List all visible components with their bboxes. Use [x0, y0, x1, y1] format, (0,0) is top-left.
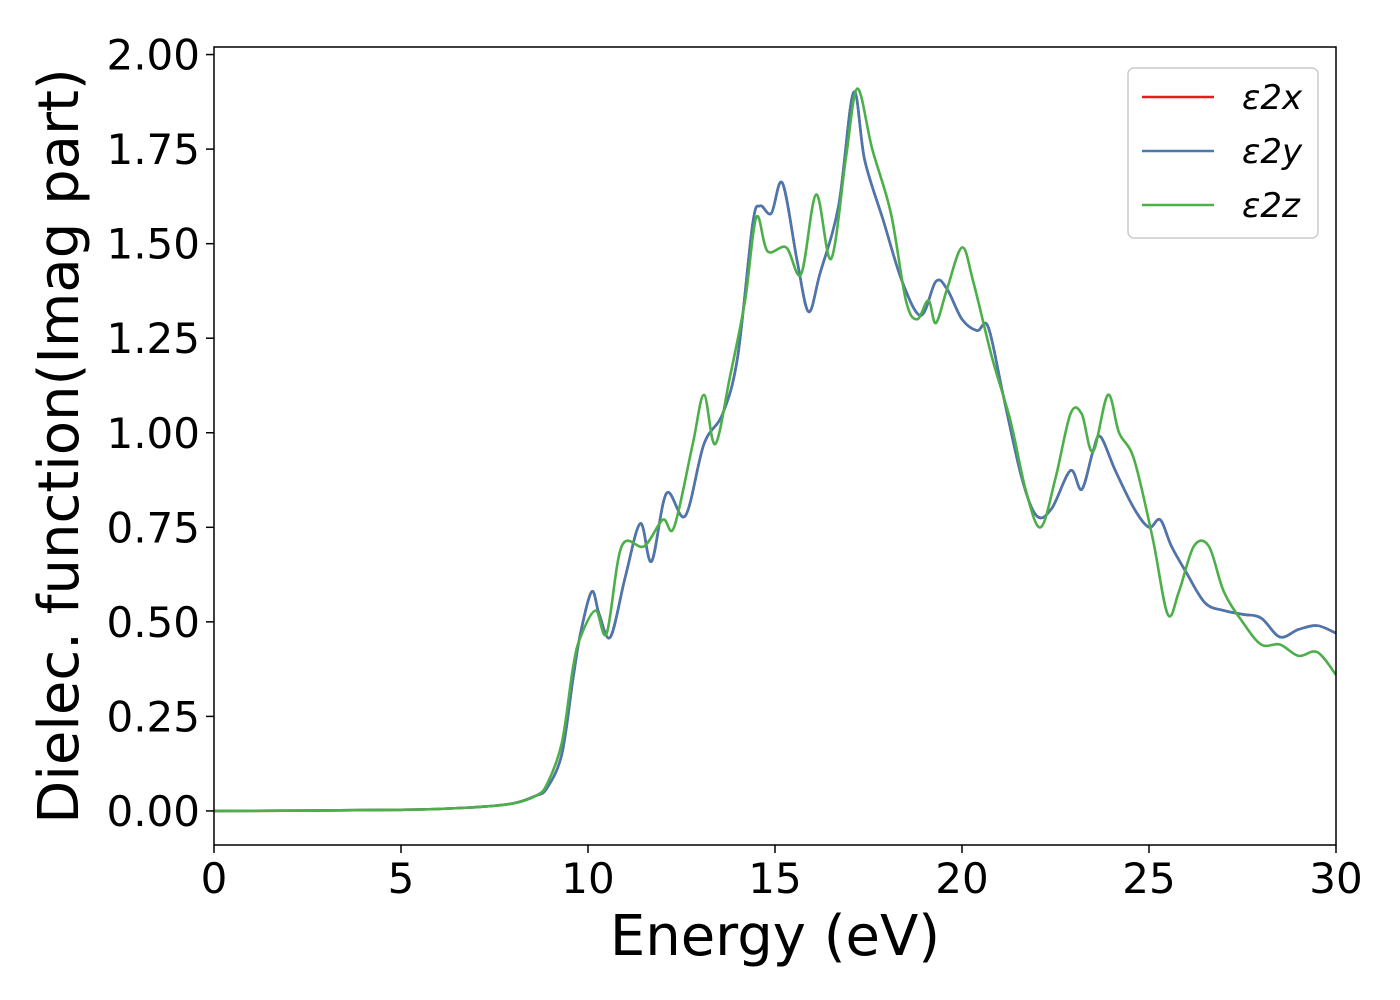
y-tick-label: 0.75	[106, 503, 200, 552]
y-tick-label: 0.50	[106, 598, 200, 647]
x-tick-label: 0	[201, 854, 228, 903]
x-tick-label: 20	[935, 854, 988, 903]
legend: ε2x ε2y ε2z	[1127, 67, 1319, 239]
y-axis: 0.00 0.25 0.50 0.75 1.00 1.25 1.50 1.75 2.00	[106, 31, 214, 836]
legend-label: ε2x	[1242, 78, 1303, 118]
y-tick-label: 0.00	[106, 787, 200, 836]
x-tick-label: 5	[388, 854, 415, 903]
y-tick-label: 1.00	[106, 409, 200, 458]
y-tick-label: 1.50	[106, 220, 200, 269]
x-tick-label: 30	[1309, 854, 1362, 903]
x-axis-title: Energy (eV)	[610, 904, 940, 969]
y-tick-label: 0.25	[106, 692, 200, 741]
x-axis: 0 5 10 15 20 25 30	[201, 845, 1363, 903]
y-axis-title: Dielec. function(Imag part)	[27, 68, 92, 824]
legend-frame	[1127, 67, 1319, 239]
series-e2y-line	[214, 90, 1336, 813]
x-tick-label: 15	[748, 854, 801, 903]
y-tick-label: 2.00	[106, 31, 200, 80]
legend-label: ε2y	[1242, 132, 1303, 172]
plot-frame	[213, 46, 1337, 846]
series-layer	[214, 87, 1336, 813]
y-tick-label: 1.75	[106, 125, 200, 174]
y-tick-label: 1.25	[106, 314, 200, 363]
x-tick-label: 25	[1122, 854, 1175, 903]
legend-label: ε2z	[1242, 186, 1301, 226]
series-e2z-line	[214, 87, 1336, 813]
x-tick-label: 10	[561, 854, 614, 903]
